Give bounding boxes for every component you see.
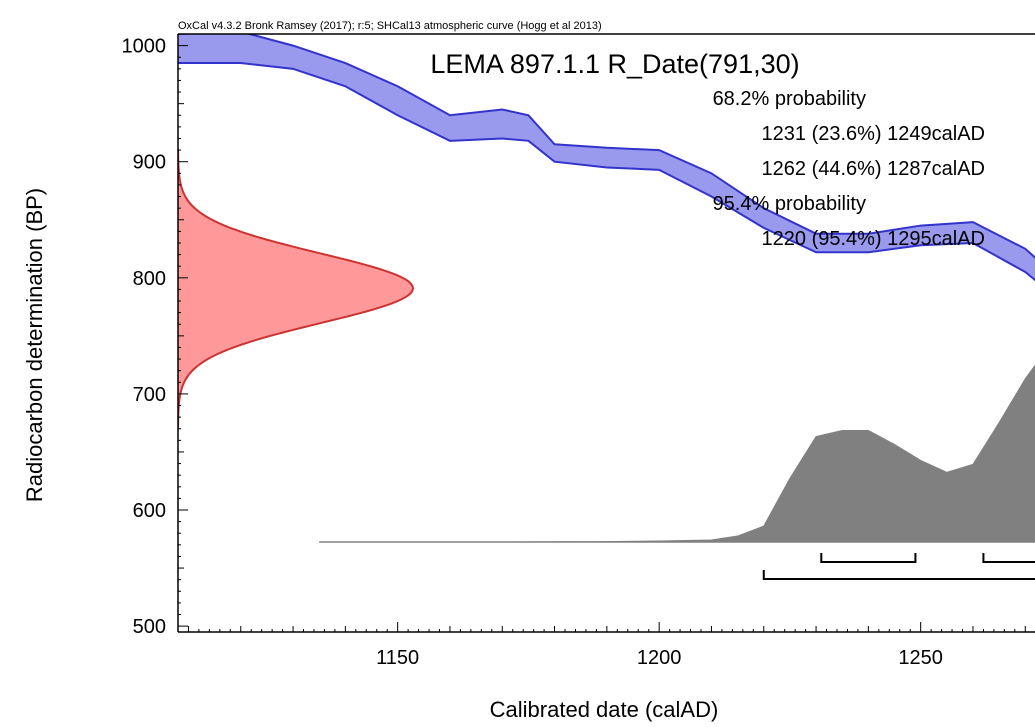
- y-tick-label: 700: [133, 384, 166, 406]
- range-line-2: 1231 (23.6%) 1249calAD: [762, 123, 985, 145]
- x-tick-label: 1250: [898, 647, 943, 669]
- range-bracket-3: [762, 570, 1035, 580]
- calibration-curve-lower: [178, 62, 1035, 282]
- calibrated-distribution: [319, 364, 1035, 543]
- radiocarbon-date-distribution: [178, 148, 413, 428]
- range-line-5: 1220 (95.4%) 1295calAD: [762, 228, 985, 250]
- y-tick-label: 900: [133, 152, 166, 174]
- range-bracket-2: [982, 553, 1035, 563]
- calibration-curve-band: [178, 34, 1035, 281]
- radiocarbon-date-outline: [178, 148, 415, 428]
- header-note: OxCal v4.3.2 Bronk Ramsey (2017); r:5; S…: [178, 20, 602, 32]
- range-line-4: 95.4% probability: [713, 193, 866, 215]
- calibration-curve-upper: [178, 34, 1035, 259]
- range-line-3: 1262 (44.6%) 1287calAD: [762, 158, 985, 180]
- range-line-1: 68.2% probability: [713, 88, 866, 110]
- x-tick-label: 1150: [376, 647, 419, 669]
- y-axis-title: Radiocarbon determination (BP): [22, 188, 47, 502]
- x-tick-label: 1200: [637, 647, 682, 669]
- y-tick-label: 500: [133, 616, 166, 638]
- y-tick-label: 1000: [122, 36, 167, 58]
- x-axis-title: Calibrated date (calAD): [490, 697, 719, 722]
- y-tick-label: 800: [133, 268, 166, 290]
- range-bracket-1: [820, 553, 917, 563]
- chart-title: LEMA 897.1.1 R_Date(791,30): [430, 49, 799, 79]
- y-tick-label: 600: [133, 500, 166, 522]
